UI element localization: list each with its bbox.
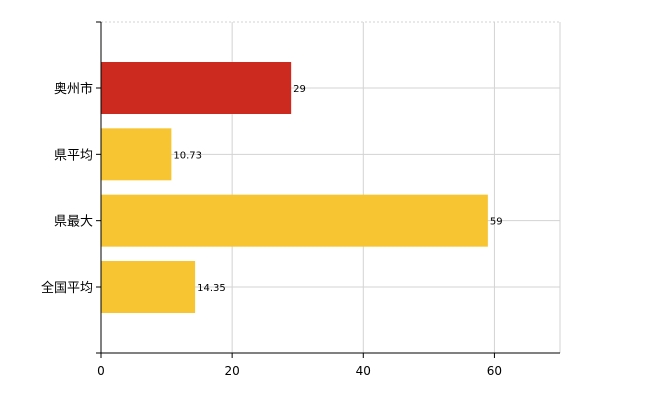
- x-tick-label-2: 40: [356, 364, 371, 378]
- category-label-3: 全国平均: [41, 280, 93, 296]
- data-label-0: 29: [293, 84, 306, 95]
- bar-0: [101, 62, 292, 114]
- data-label-2: 59: [490, 217, 503, 228]
- x-tick-label-1: 20: [225, 364, 240, 378]
- category-label-2: 県最大: [54, 215, 93, 230]
- bars-layer: [101, 62, 488, 313]
- category-label-1: 県平均: [54, 148, 93, 163]
- grid-layer: [101, 21, 561, 353]
- x-tick-label-3: 60: [487, 364, 502, 378]
- axes-layer: [96, 21, 560, 358]
- category-label-0: 奥州市: [54, 81, 93, 97]
- x-tick-label-0: 0: [97, 364, 105, 378]
- data-label-1: 10.73: [173, 150, 202, 161]
- data-label-3: 14.35: [197, 283, 226, 294]
- bar-2: [101, 194, 488, 247]
- bar-3: [101, 261, 196, 313]
- bar-1: [101, 128, 172, 181]
